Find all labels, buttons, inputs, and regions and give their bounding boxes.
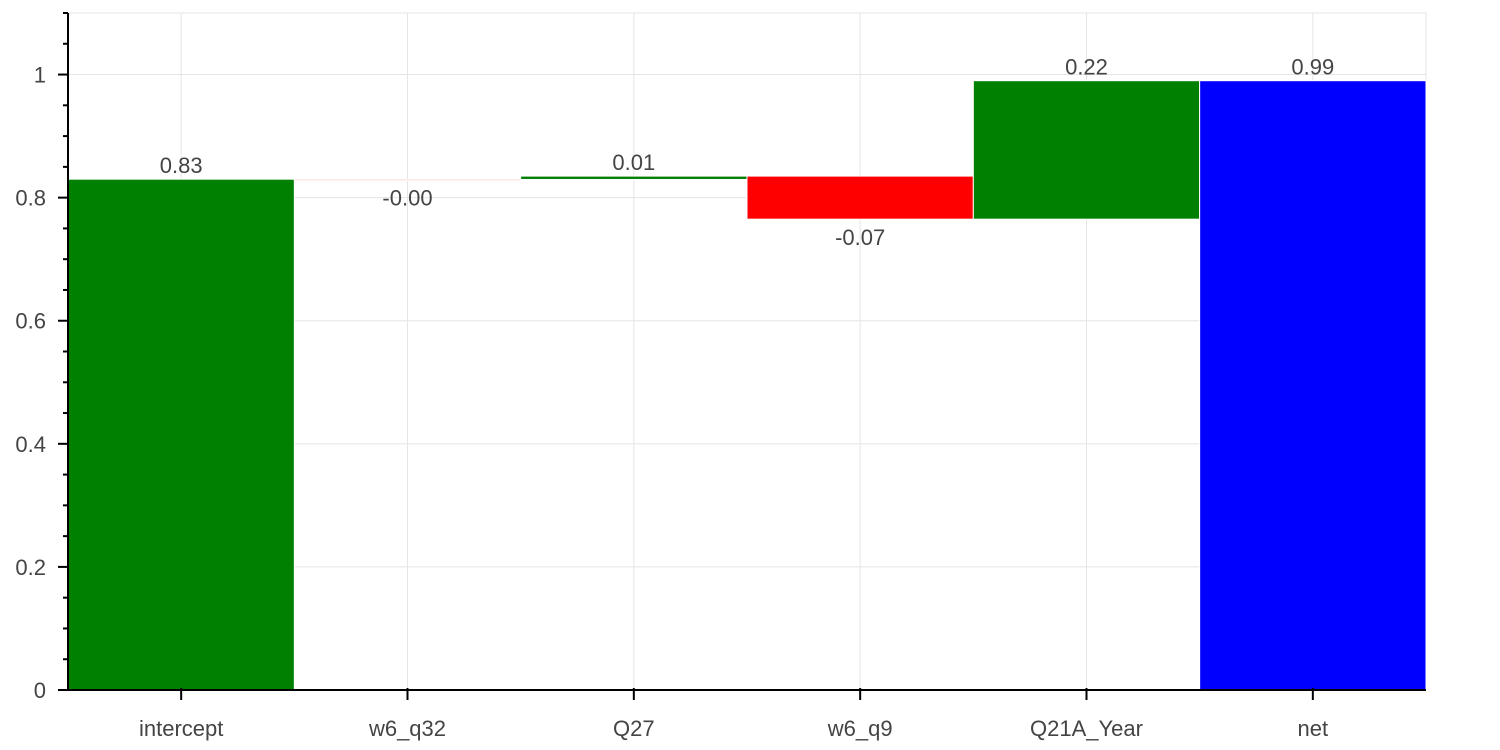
y-tick-label: 0.6 xyxy=(15,309,46,334)
data-label: 0.22 xyxy=(1065,55,1108,80)
data-label: -0.07 xyxy=(835,225,885,250)
x-tick-label: Q21A_Year xyxy=(1030,716,1143,741)
data-label: 0.83 xyxy=(160,153,203,178)
bar-w6-q9 xyxy=(746,175,974,220)
bar-q27 xyxy=(520,175,748,180)
bar-net xyxy=(1199,80,1427,691)
y-tick-label: 0.2 xyxy=(15,555,46,580)
bars xyxy=(67,80,1427,691)
x-tick-label: w6_q9 xyxy=(827,716,893,741)
data-labels: 0.83 -0.00 0.01 -0.07 0.22 0.99 xyxy=(160,55,1334,250)
y-tick-label: 0.4 xyxy=(15,432,46,457)
y-tick-label: 0 xyxy=(34,678,46,703)
x-tick-label: intercept xyxy=(139,716,223,741)
axes: 0 0.2 0.4 0.6 0.8 1 intercept w6_q32 Q27 w6_q9 Q21… xyxy=(15,12,1426,741)
bar-q21a-year xyxy=(972,80,1201,220)
data-label: -0.00 xyxy=(382,185,432,210)
bar-w6-q32 xyxy=(293,178,522,182)
y-tick-label: 1 xyxy=(34,63,46,88)
x-tick-label: w6_q32 xyxy=(368,716,446,741)
y-tick-label: 0.8 xyxy=(15,186,46,211)
bar-intercept xyxy=(67,178,295,691)
data-label: 0.01 xyxy=(612,150,655,175)
x-tick-label: Q27 xyxy=(613,716,655,741)
x-tick-label: net xyxy=(1298,716,1329,741)
data-label: 0.99 xyxy=(1291,55,1334,80)
